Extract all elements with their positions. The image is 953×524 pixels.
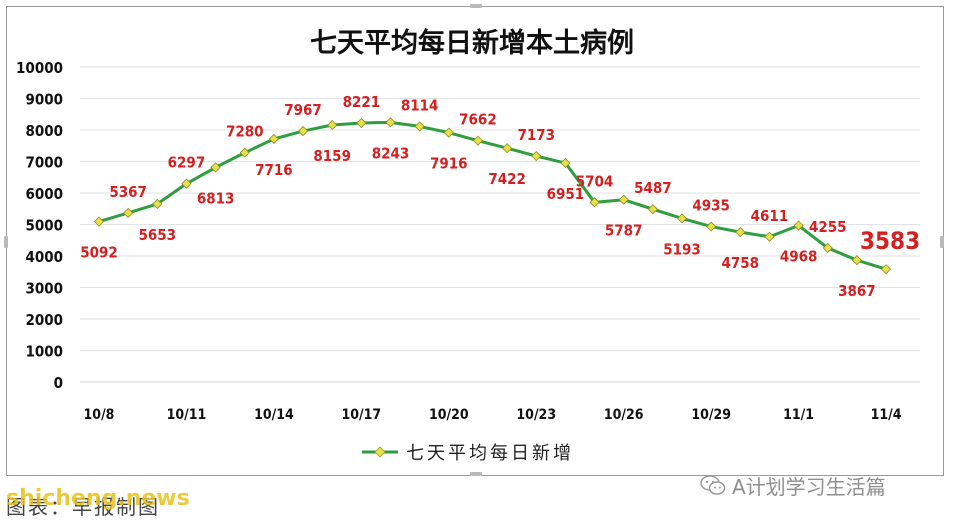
y-tick-label: 9000 — [25, 91, 63, 109]
axes: 0 1000 2000 3000 4000 5000 6000 7000 8000 9000 100… — [16, 59, 920, 423]
data-label: 7716 — [255, 161, 293, 179]
data-point — [676, 213, 688, 224]
data-point — [735, 227, 746, 238]
data-label: 8159 — [313, 147, 351, 165]
y-tick-label: 4000 — [25, 248, 63, 266]
data-label: 5367 — [109, 183, 147, 201]
y-tick-label: 5000 — [25, 217, 63, 235]
x-tick-label: 11/4 — [871, 407, 902, 423]
resize-handle-bottom[interactable] — [470, 472, 482, 476]
x-tick-label: 10/17 — [342, 407, 382, 423]
data-point — [93, 216, 105, 227]
data-label: 4968 — [780, 248, 818, 266]
data-label: 5653 — [139, 226, 177, 244]
data-point — [851, 255, 862, 266]
data-label: 7422 — [488, 170, 526, 188]
x-tick-label: 10/20 — [429, 407, 469, 423]
data-label: 7662 — [459, 111, 497, 129]
data-point — [560, 157, 571, 169]
y-tick-label: 6000 — [25, 185, 63, 203]
data-point — [356, 117, 367, 129]
data-label: 6297 — [168, 154, 206, 172]
data-label: 5787 — [605, 222, 643, 240]
gridlines — [80, 66, 920, 351]
data-point — [268, 133, 279, 145]
data-point — [531, 150, 542, 162]
data-point — [123, 207, 134, 219]
y-tick-label: 8000 — [25, 122, 63, 140]
chart-title: 七天平均每日新增本土病例 — [310, 27, 634, 59]
data-label: 8221 — [343, 93, 381, 111]
data-point — [414, 121, 425, 132]
data-point — [181, 178, 192, 189]
data-point — [297, 125, 309, 137]
data-point — [443, 127, 454, 138]
site-logo: shicheng.news — [6, 486, 190, 511]
data-label: 8243 — [372, 144, 410, 162]
data-point — [793, 220, 804, 231]
data-label: 4255 — [809, 218, 847, 236]
data-point — [706, 221, 717, 232]
series-line — [98, 120, 887, 271]
wechat-watermark: A计划学习生活篇 — [700, 472, 886, 499]
x-tick-label: 10/29 — [691, 407, 731, 423]
data-label: 7280 — [226, 123, 264, 141]
y-tick-label: 3000 — [25, 280, 63, 298]
x-tick-label: 10/26 — [604, 407, 644, 423]
resize-handle-top[interactable] — [470, 4, 482, 8]
data-label: 7916 — [430, 155, 468, 173]
data-label: 3867 — [838, 282, 876, 300]
data-point — [880, 264, 892, 275]
data-point — [239, 147, 250, 158]
resize-handle-left[interactable] — [4, 236, 8, 248]
data-point — [385, 117, 396, 128]
data-label: 6951 — [547, 185, 585, 203]
resize-handle-right[interactable] — [940, 236, 944, 248]
series-layer — [93, 117, 892, 275]
x-tick-label: 11/1 — [783, 407, 814, 423]
data-point — [589, 197, 600, 208]
x-tick-label: 10/11 — [167, 407, 207, 423]
data-label: 7173 — [517, 126, 555, 144]
data-point — [618, 194, 629, 205]
data-point — [764, 231, 775, 242]
data-point — [210, 162, 221, 173]
data-label: 5193 — [663, 240, 701, 258]
y-tick-label: 2000 — [25, 311, 63, 329]
watermark-text: A计划学习生活篇 — [732, 474, 886, 499]
legend-label: 七天平均每日新增 — [406, 443, 574, 464]
data-point — [327, 119, 338, 131]
data-label: 7967 — [284, 101, 322, 119]
source-credit: 图表：早报制图 — [6, 495, 160, 519]
data-point — [502, 143, 513, 154]
x-tick-label: 10/23 — [516, 407, 556, 423]
data-labels: 5092 5367 5653 6297 6813 7280 7716 7967 8159 8221… — [80, 93, 920, 300]
y-tick-label: 1000 — [25, 343, 63, 361]
x-tick-label: 10/8 — [84, 407, 115, 423]
data-point — [647, 204, 658, 215]
y-tick-label: 10000 — [16, 59, 63, 77]
legend: 七天平均每日新增 — [362, 443, 574, 464]
data-label: 5487 — [634, 179, 672, 197]
data-point — [152, 198, 163, 209]
data-label: 6813 — [197, 189, 235, 207]
y-tick-label: 0 — [54, 374, 63, 392]
data-point — [472, 135, 484, 146]
wechat-icon — [700, 475, 726, 495]
x-tick-label: 10/14 — [254, 407, 294, 423]
chart-frame — [4, 4, 944, 476]
data-label: 5092 — [80, 244, 118, 262]
data-label: 4611 — [751, 207, 789, 225]
legend-marker-swatch — [374, 446, 386, 458]
data-label: 4758 — [722, 254, 760, 272]
data-label: 4935 — [692, 197, 730, 215]
data-label: 5704 — [576, 172, 614, 190]
data-label: 8114 — [401, 96, 439, 114]
data-point — [822, 242, 833, 254]
y-tick-label: 7000 — [25, 154, 63, 172]
data-label: 3583 — [860, 227, 920, 255]
